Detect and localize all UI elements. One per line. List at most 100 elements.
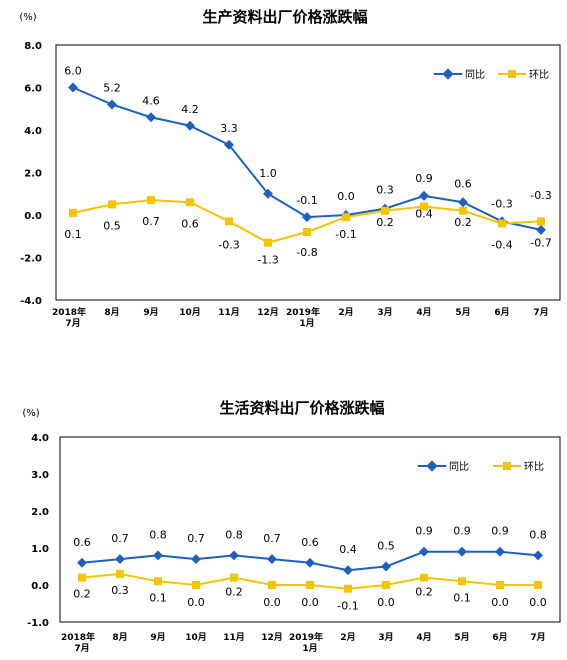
y-unit-label: (%) [19, 12, 36, 23]
y-tick-label: 2.0 [31, 507, 49, 518]
data-point-square [192, 581, 200, 589]
legend: 同比 环比 [434, 68, 549, 81]
x-tick-label: 5月 [454, 632, 469, 643]
y-tick-label: -2.0 [20, 254, 42, 265]
series-markers [68, 82, 546, 247]
data-label: 0.8 [529, 528, 547, 541]
data-label: 0.9 [415, 525, 433, 538]
data-label: 0.0 [301, 596, 319, 609]
y-tick-label: -1.0 [27, 618, 49, 629]
data-label: 0.2 [376, 216, 394, 229]
data-point-square [306, 581, 314, 589]
data-point-square [382, 581, 390, 589]
data-point-diamond [302, 212, 312, 223]
data-point-diamond [533, 550, 543, 561]
x-tick-label: 4月 [416, 307, 431, 318]
data-label: -0.8 [296, 246, 317, 259]
chart-title: 生活资料出厂价格涨跌幅 [219, 399, 384, 417]
legend-marker-diamond [426, 460, 438, 472]
data-point-diamond [229, 550, 239, 561]
data-point-square [268, 581, 276, 589]
data-label: 0.9 [415, 172, 433, 185]
x-tick-label: 11月 [223, 632, 245, 643]
data-point-diamond [68, 82, 78, 93]
x-tick-label: 8月 [112, 632, 127, 643]
data-label: 0.4 [339, 543, 357, 556]
data-point-square [78, 573, 86, 582]
data-point-square [116, 569, 124, 578]
x-tick-label: 2018年 7月 [61, 631, 95, 654]
data-point-square [537, 217, 545, 226]
data-label: 0.9 [491, 525, 509, 538]
data-label: 0.7 [187, 532, 205, 545]
y-tick-label: 2.0 [24, 169, 42, 180]
data-label: 0.0 [263, 596, 281, 609]
data-label: 3.3 [220, 122, 238, 135]
x-tick-label: 7月 [530, 632, 545, 643]
data-point-diamond [191, 554, 201, 565]
data-label: 0.0 [337, 190, 355, 203]
x-tick-label: 11月 [218, 307, 240, 318]
data-label: -0.4 [491, 239, 512, 252]
data-point-diamond [146, 112, 156, 123]
data-point-square [420, 202, 428, 211]
data-point-diamond [457, 546, 467, 557]
data-label: 0.9 [453, 525, 471, 538]
data-label: -0.7 [530, 236, 551, 249]
data-label: 0.0 [491, 596, 509, 609]
data-point-diamond [305, 557, 315, 568]
data-label: 0.2 [415, 586, 433, 599]
y-tick-label: 4.0 [31, 433, 49, 444]
plot-area-frame [59, 436, 561, 623]
data-point-square [458, 577, 466, 586]
legend-marker-square [508, 70, 516, 78]
data-label: 0.4 [415, 208, 433, 221]
data-label: -1.3 [257, 254, 278, 267]
data-label: 0.0 [377, 596, 395, 609]
data-label: 4.6 [142, 94, 160, 107]
x-tick-label: 4月 [416, 632, 431, 643]
y-tick-labels: -4.0 -2.0 0.0 2.0 4.0 6.0 8.0 [20, 41, 42, 307]
chart-consumer-goods: 生活资料出厂价格涨跌幅 (%) -1.0 0.0 1.0 2.0 3.0 4.0 2018… [22, 399, 561, 654]
data-point-diamond [267, 554, 277, 565]
x-tick-label: 5月 [455, 307, 470, 318]
x-tick-label: 2019年 1月 [286, 306, 320, 329]
x-tick-label: 10月 [185, 632, 207, 643]
x-tick-label: 12月 [257, 307, 279, 318]
data-point-square [344, 584, 352, 593]
data-label: 0.3 [111, 584, 129, 597]
y-tick-label: 4.0 [24, 126, 42, 137]
x-tick-label: 10月 [179, 307, 201, 318]
data-label: -0.3 [530, 189, 551, 202]
data-label: 0.2 [73, 588, 91, 601]
y-unit-label: (%) [22, 408, 39, 419]
data-point-square [496, 581, 504, 589]
data-point-square [69, 208, 77, 217]
legend-marker-diamond [442, 68, 454, 80]
y-tick-label: 0.0 [24, 211, 42, 222]
data-point-square [420, 573, 428, 582]
data-label: 0.7 [263, 532, 281, 545]
data-point-diamond [153, 550, 163, 561]
series-line [72, 86, 542, 231]
y-tick-label: 8.0 [24, 41, 42, 52]
x-tick-label: 9月 [143, 307, 158, 318]
x-tick-labels: 2018年 7月 8月 9月 10月 11月 12月 2019年 1月 2月 3月 4月 5月 6月 7月 [61, 631, 546, 654]
y-tick-label: 1.0 [31, 544, 49, 555]
y-tick-label: -4.0 [20, 296, 42, 307]
data-point-diamond [419, 546, 429, 557]
x-tick-label: 3月 [378, 632, 393, 643]
legend-label: 同比 [465, 69, 485, 81]
x-tick-label: 12月 [261, 632, 283, 643]
data-point-diamond [115, 554, 125, 565]
data-labels: 0.6 0.7 0.8 0.7 0.8 0.7 0.6 0.4 0.5 0.9 0.9 0.9 0.8 0… [73, 525, 547, 613]
data-label: 6.0 [64, 65, 82, 78]
data-label: 5.2 [103, 82, 121, 95]
data-point-diamond [495, 546, 505, 557]
y-tick-label: 6.0 [24, 84, 42, 95]
data-label: -0.1 [337, 600, 358, 613]
data-label: 0.8 [149, 528, 167, 541]
data-label: 0.0 [187, 596, 205, 609]
data-label: 0.6 [181, 217, 199, 230]
